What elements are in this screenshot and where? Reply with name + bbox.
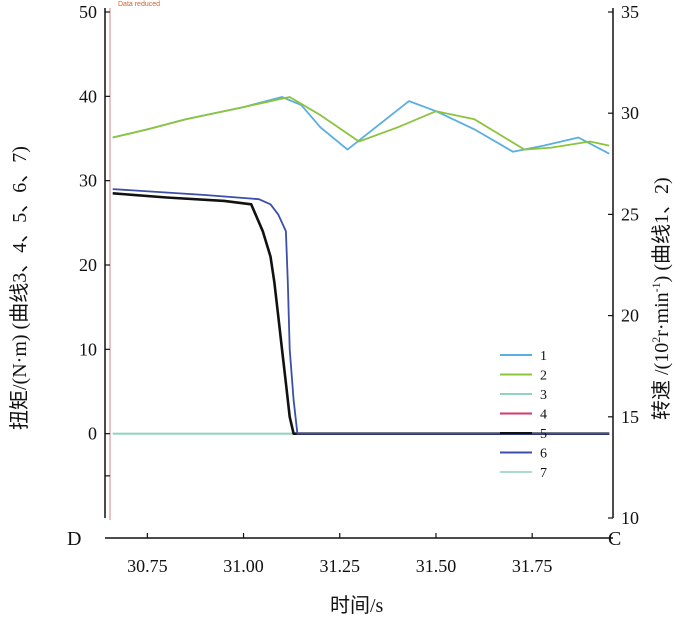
right-axis-label-sup2: -1 <box>649 282 663 292</box>
right-tick-label: 35 <box>621 2 639 22</box>
right-tick-label: 20 <box>621 306 639 326</box>
left-tick-label: 10 <box>79 339 97 359</box>
right-tick-label: 25 <box>621 204 639 224</box>
legend: 1 2 3 4 5 6 7 <box>500 349 547 481</box>
legend-label-5: 5 <box>540 427 547 442</box>
left-tick-label: 50 <box>79 2 97 22</box>
legend-label-3: 3 <box>540 388 547 403</box>
left-tick-label: 0 <box>88 424 97 444</box>
right-axis-label-sup: 2 <box>649 337 663 343</box>
legend-label-7: 7 <box>540 466 547 481</box>
x-tick-label: 31.50 <box>416 556 457 576</box>
right-axis-label-mid: r·min <box>651 292 673 336</box>
left-axis-label: 扭矩/(N·m) (曲线3、4、5、6、7) <box>8 146 31 430</box>
right-tick-label: 30 <box>621 103 639 123</box>
series-line-1 <box>112 96 610 155</box>
x-tick-label: 31.75 <box>512 556 553 576</box>
x-ticks: 30.75 31.00 31.25 31.50 31.75 <box>127 533 552 576</box>
right-axis-label-main: 转速 /(10 <box>650 343 673 420</box>
corner-label-right: C <box>608 528 621 550</box>
x-tick-label: 31.25 <box>320 556 361 576</box>
left-tick-label: 40 <box>79 86 97 106</box>
corner-label-left: D <box>67 528 81 550</box>
legend-label-1: 1 <box>540 349 547 364</box>
right-axis-label: 转速 /(102r·min-1) (曲线1、2) <box>649 177 673 420</box>
right-ticks: 10 15 20 25 30 35 <box>608 2 639 528</box>
legend-label-6: 6 <box>540 447 547 462</box>
series-layer <box>112 96 610 436</box>
x-axis-label: 时间/s <box>330 594 384 617</box>
series-line-2 <box>112 96 610 151</box>
series-line-6 <box>112 188 610 435</box>
left-tick-label: 30 <box>79 171 97 191</box>
left-tick-label: 20 <box>79 255 97 275</box>
x-tick-label: 30.75 <box>127 556 168 576</box>
legend-label-4: 4 <box>540 408 547 423</box>
right-tick-label: 10 <box>621 508 639 528</box>
legend-label-2: 2 <box>540 369 547 384</box>
x-tick-label: 31.00 <box>223 556 264 576</box>
right-axis-label-end: ) (曲线1、2) <box>650 177 673 282</box>
right-tick-label: 15 <box>621 407 639 427</box>
data-reduced-note: Data reduced <box>118 1 160 8</box>
left-ticks: 0 10 20 30 40 50 <box>79 2 110 477</box>
series-line-5 <box>112 192 610 436</box>
